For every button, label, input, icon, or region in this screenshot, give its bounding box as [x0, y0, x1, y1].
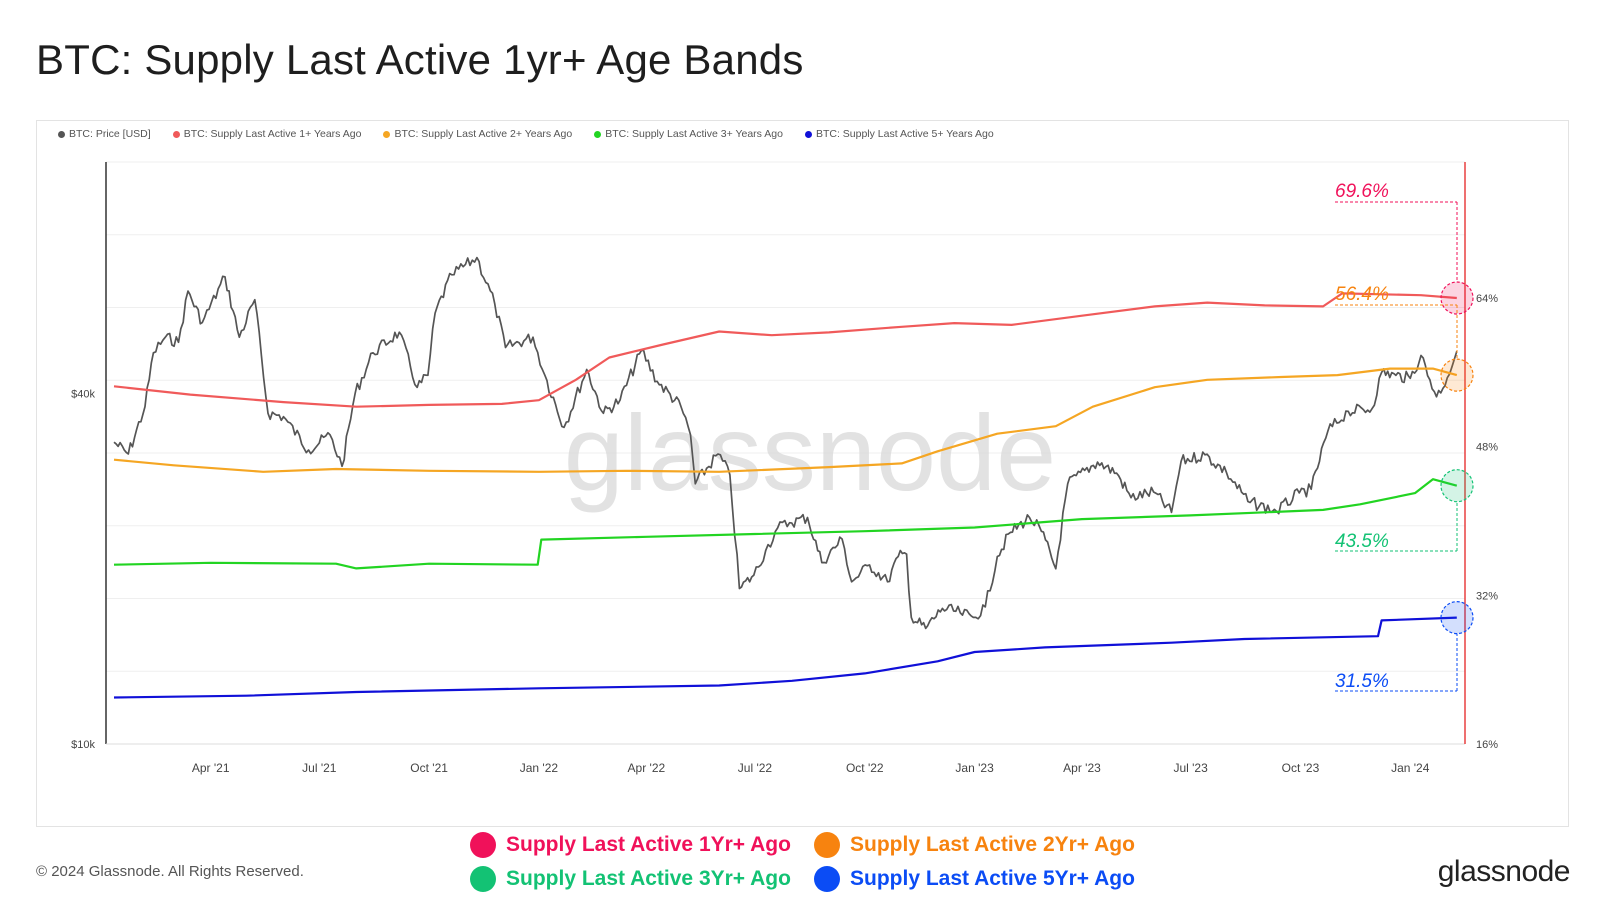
x-tick-label: Oct '22: [846, 761, 884, 775]
series-line-3: [113, 478, 1458, 570]
legend-dot-5y: [804, 130, 812, 138]
bottom-legend-label-3y: Supply Last Active 3Yr+ Ago: [506, 867, 791, 890]
x-tick-label: Jul '22: [738, 761, 773, 775]
bottom-legend-5y: Supply Last Active 5Yr+ Ago: [814, 866, 1154, 892]
axes: $10k $40k 16% 32% 48% 64% Apr '21 Jul '21 Oct '2…: [71, 162, 1498, 775]
annotation-label: 69.6%: [1335, 181, 1389, 202]
legend-dot-2y: [383, 130, 391, 138]
annotation-circle: [1440, 358, 1474, 392]
x-tick-label: Apr '21: [192, 761, 230, 775]
x-tick-label: Oct '21: [410, 761, 448, 775]
bottom-legend-label-2y: Supply Last Active 2Yr+ Ago: [850, 833, 1135, 856]
right-tick-label: 64%: [1476, 293, 1498, 305]
chart-title: BTC: Supply Last Active 1yr+ Age Bands: [36, 36, 804, 83]
x-tick-label: Jan '22: [520, 761, 559, 775]
chart-panel: [36, 120, 1569, 827]
legend-item-2y[interactable]: BTC: Supply Last Active 2+ Years Ago: [383, 128, 572, 140]
bottom-legend-dot-5y: [814, 866, 840, 892]
legend-label-2y: BTC: Supply Last Active 2+ Years Ago: [394, 128, 573, 140]
legend-item-1y[interactable]: BTC: Supply Last Active 1+ Years Ago: [172, 128, 362, 140]
bottom-legend-label-1y: Supply Last Active 1Yr+ Ago: [506, 833, 791, 856]
right-tick-label: 48%: [1476, 442, 1498, 454]
legend-dot-3y: [594, 130, 602, 138]
series-lines: [113, 256, 1458, 699]
legend-label-3y: BTC: Supply Last Active 3+ Years Ago: [605, 128, 783, 140]
x-tick-label: Jan '23: [955, 761, 994, 775]
legend-dot-1y: [172, 130, 180, 138]
annotation-label: 43.5%: [1335, 531, 1389, 552]
bottom-legend-dot-3y: [470, 866, 496, 892]
series-line-2: [113, 367, 1458, 473]
bottom-legend-label-5y: Supply Last Active 5Yr+ Ago: [850, 867, 1135, 890]
annotation-circle: [1440, 601, 1474, 635]
annotation-label: 56.4%: [1335, 284, 1389, 305]
x-tick-label: Jul '21: [302, 761, 337, 775]
top-legend: BTC: Price [USD] BTC: Supply Last Active…: [58, 128, 994, 140]
legend-item-price[interactable]: BTC: Price [USD]: [58, 128, 151, 140]
left-tick-label: $10k: [71, 739, 95, 751]
legend-item-3y[interactable]: BTC: Supply Last Active 3+ Years Ago: [594, 128, 783, 140]
bottom-legend-dot-2y: [814, 832, 840, 858]
annotation-circle: [1440, 281, 1474, 315]
x-tick-label: Apr '22: [628, 761, 666, 775]
brand-logo: glassnode: [1437, 855, 1571, 888]
right-tick-label: 32%: [1476, 590, 1498, 602]
annotations: 69.6% 56.4% 43.5% 31.5%: [1335, 181, 1474, 692]
bottom-legend-2y: Supply Last Active 2Yr+ Ago: [814, 832, 1154, 858]
legend-label-price: BTC: Price [USD]: [69, 128, 151, 140]
legend-dot-price: [58, 130, 65, 138]
series-line-4: [113, 616, 1457, 699]
legend-item-5y[interactable]: BTC: Supply Last Active 5+ Years Ago: [804, 128, 994, 140]
x-tick-label: Jul '23: [1173, 761, 1208, 775]
grid-lines: [106, 161, 1465, 672]
bottom-legend: Supply Last Active 1Yr+ Ago Supply Last …: [470, 832, 1154, 892]
copyright-text: © 2024 Glassnode. All Rights Reserved.: [36, 863, 304, 880]
bottom-legend-3y: Supply Last Active 3Yr+ Ago: [470, 866, 814, 892]
bottom-legend-1y: Supply Last Active 1Yr+ Ago: [470, 832, 814, 858]
x-tick-label: Apr '23: [1063, 761, 1101, 775]
legend-label-5y: BTC: Supply Last Active 5+ Years Ago: [815, 128, 994, 140]
legend-label-1y: BTC: Supply Last Active 1+ Years Ago: [183, 128, 362, 140]
series-line-1: [113, 292, 1457, 408]
bottom-legend-dot-1y: [470, 832, 496, 858]
series-line-0: [113, 256, 1458, 630]
annotation-circle: [1440, 469, 1474, 503]
x-tick-label: Oct '23: [1282, 761, 1320, 775]
right-tick-label: 16%: [1476, 739, 1498, 751]
left-tick-label: $40k: [71, 389, 95, 401]
annotation-label: 31.5%: [1335, 671, 1389, 692]
x-tick-label: Jan '24: [1391, 761, 1430, 775]
watermark: glassnode: [564, 392, 1056, 513]
